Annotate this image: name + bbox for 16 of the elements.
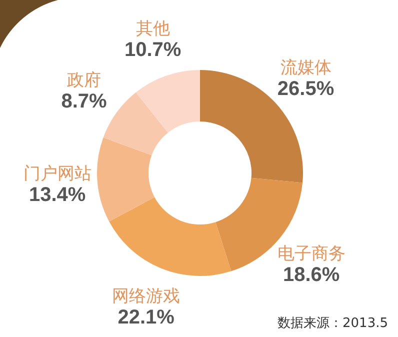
slice-label: 网络游戏 xyxy=(112,286,180,306)
slice-label: 电子商务 xyxy=(277,244,346,264)
slice-label: 门户网站 xyxy=(23,164,92,184)
slice-label: 其他 xyxy=(136,19,170,40)
data-label: 22.1% xyxy=(118,306,175,328)
data-label: 18.6% xyxy=(282,264,340,286)
donut-slice xyxy=(136,70,200,133)
data-label: 26.5% xyxy=(277,78,334,100)
data-label: 13.4% xyxy=(28,184,86,206)
donut-slice xyxy=(97,138,155,222)
data-label: 8.7% xyxy=(61,90,108,112)
slice-label: 流媒体 xyxy=(280,58,332,78)
source-note: 数据来源：2013.5 xyxy=(278,316,388,331)
data-label: 10.7% xyxy=(124,39,182,62)
donut-slice xyxy=(109,197,232,276)
slice-label: 政府 xyxy=(67,70,102,90)
